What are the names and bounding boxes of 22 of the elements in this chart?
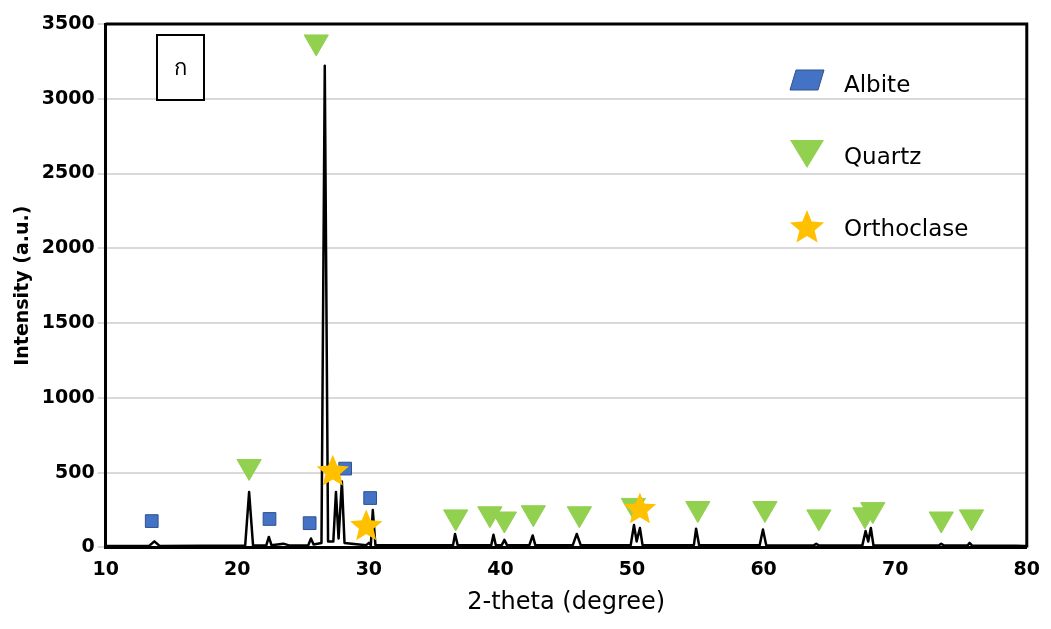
legend-label: Quartz: [844, 143, 922, 169]
y-tick-label: 3500: [41, 10, 95, 33]
y-axis-title: Intensity (a.u.): [10, 205, 33, 366]
x-tick-label: 80: [1013, 556, 1041, 579]
y-tick-label: 2000: [41, 235, 95, 258]
legend-label: Albite: [844, 71, 911, 97]
y-tick-label: 1500: [41, 310, 95, 333]
x-axis-title: 2-theta (degree): [467, 586, 666, 615]
x-tick-label: 70: [881, 556, 909, 579]
legend-label: Orthoclase: [844, 215, 969, 241]
x-tick-label: 10: [92, 556, 119, 579]
y-tick-label: 0: [81, 534, 95, 557]
x-tick-label: 50: [618, 556, 646, 579]
x-tick-label: 20: [224, 556, 251, 579]
y-tick-label: 1000: [41, 384, 95, 407]
y-tick-label: 2500: [41, 160, 95, 183]
y-tick-label: 500: [55, 459, 95, 482]
x-tick-label: 30: [355, 556, 383, 579]
annotation: ก: [156, 34, 205, 101]
x-tick-label: 60: [750, 556, 777, 579]
y-tick-label: 3000: [41, 85, 95, 108]
x-tick-label: 40: [487, 556, 514, 579]
